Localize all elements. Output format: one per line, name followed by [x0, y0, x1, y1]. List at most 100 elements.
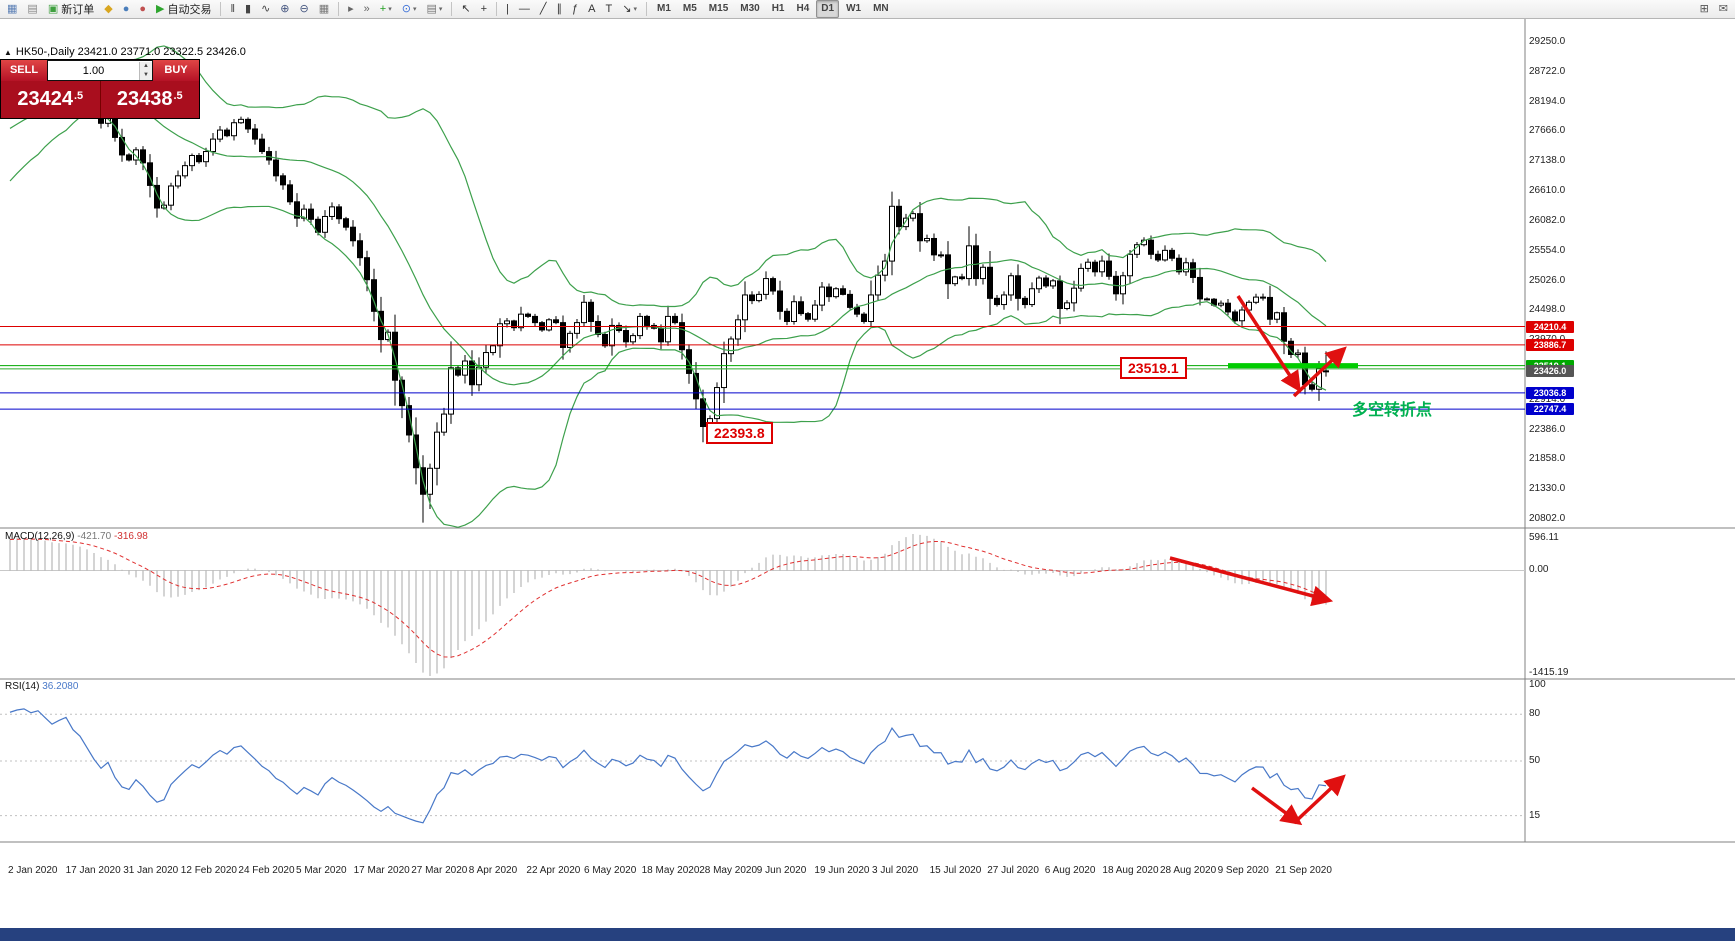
toolbar-separator — [338, 2, 340, 16]
toolbar-separator — [451, 2, 453, 16]
indicators-icon: + — [379, 2, 387, 15]
date-axis-label: 19 Jun 2020 — [814, 865, 870, 876]
cursor-icon: ↖ — [461, 2, 471, 15]
macd-signal-value: -316.98 — [113, 531, 148, 542]
market-button[interactable]: ● — [135, 0, 150, 19]
price-marker-24210.4: 24210.4 — [1526, 320, 1574, 333]
volume-down-icon[interactable]: ▼ — [140, 70, 152, 80]
new-order-button[interactable]: ▣ 新订单 — [44, 0, 98, 19]
price-axis-label: 27666.0 — [1529, 125, 1566, 137]
timeframe-mn[interactable]: MN — [873, 3, 889, 14]
market-icon: ● — [139, 2, 146, 15]
arrow-objects-icon: ↘ — [622, 2, 632, 15]
timeframe-d1[interactable]: D1 — [816, 0, 840, 18]
price-axis-label: 26082.0 — [1529, 214, 1566, 226]
rsi-trend-arrow-2[interactable] — [1292, 774, 1346, 825]
buy-button[interactable]: BUY — [153, 60, 199, 81]
date-axis-label: 31 Jan 2020 — [123, 865, 179, 876]
vertical-line-button[interactable]: | — [502, 0, 513, 19]
templates-button[interactable]: ▤ ▾ — [422, 0, 446, 19]
low-callout[interactable]: 22393.8 — [706, 422, 773, 444]
rsi-scale-label: 80 — [1529, 708, 1541, 720]
vertical-line-icon: | — [506, 2, 509, 15]
fibonacci-button[interactable]: ƒ — [568, 0, 582, 19]
chat-button[interactable]: ✉ — [1715, 0, 1732, 19]
autotrading-button[interactable]: ▶ 自动交易 — [152, 0, 215, 19]
dropdown-caret-icon: ▾ — [633, 6, 637, 13]
fibonacci-icon: ƒ — [572, 2, 579, 15]
zoom-in-button[interactable]: ⊕ — [276, 0, 293, 19]
line-chart-button[interactable]: ∿ — [257, 0, 274, 19]
bar-chart-button[interactable]: ‖ — [226, 0, 239, 19]
horizontal-line-icon: — — [518, 2, 530, 15]
date-axis-label: 24 Feb 2020 — [238, 865, 295, 876]
date-axis-label: 12 Feb 2020 — [180, 865, 237, 876]
main-trend-arrow-1[interactable] — [1236, 295, 1301, 393]
rsi-scale-label: 50 — [1529, 755, 1541, 766]
price-marker-23036.8: 23036.8 — [1526, 386, 1574, 399]
rsi-trend-arrow-1[interactable] — [1250, 786, 1303, 826]
community-button[interactable]: ● — [119, 0, 134, 19]
sell-price-main: 23424 — [17, 88, 73, 110]
chart-canvas[interactable] — [0, 19, 1735, 862]
main-trend-arrow-2[interactable] — [1292, 346, 1347, 398]
turning-point-label[interactable]: 多空转折点 — [1352, 402, 1433, 419]
rsi-scale-label: 100 — [1529, 679, 1546, 690]
date-axis-label: 18 May 2020 — [641, 865, 700, 876]
arrows-button[interactable]: ↘ ▾ — [618, 0, 641, 19]
volume-up-icon[interactable]: ▲ — [140, 61, 152, 71]
periods-icon: ⊙ — [401, 2, 411, 15]
sell-price[interactable]: 23424 .5 — [1, 81, 101, 118]
indicators-button[interactable]: + ▾ — [376, 0, 396, 19]
horizontal-line-button[interactable]: — — [515, 0, 534, 19]
macd-histogram — [9, 534, 1327, 676]
auto-scroll-button[interactable]: ▸ — [344, 0, 358, 19]
volume-input[interactable]: 1.00 ▲ ▼ — [48, 61, 152, 80]
macd-signal-line — [9, 538, 1327, 658]
timeframe-h4[interactable]: H4 — [796, 3, 810, 14]
channel-button[interactable]: ∥ — [553, 0, 567, 19]
candle-chart-button[interactable]: ▮ — [241, 0, 255, 19]
timeframe-h1[interactable]: H1 — [771, 3, 785, 14]
zoom-out-button[interactable]: ⊖ — [296, 0, 313, 19]
new-chart-button[interactable]: ▦ — [3, 0, 21, 19]
tile-windows-button[interactable]: ▦ — [315, 0, 333, 19]
new-order-icon: ▣ — [47, 2, 59, 15]
macd-scale-label: 596.11 — [1529, 532, 1559, 543]
timeframe-m30[interactable]: M30 — [740, 3, 760, 14]
volume-value[interactable]: 1.00 — [82, 64, 105, 77]
trendline-button[interactable]: ╱ — [536, 0, 551, 19]
sell-button[interactable]: SELL — [1, 60, 47, 81]
date-axis-label: 17 Mar 2020 — [353, 865, 410, 876]
periods-button[interactable]: ⊙ ▾ — [398, 0, 421, 19]
symbol-ohlc-text: HK50-,Daily 23421.0 23771.0 23322.5 2342… — [15, 46, 246, 58]
trade-panel-collapse-icon[interactable]: ▲ — [4, 47, 12, 57]
date-axis-label: 18 Aug 2020 — [1102, 865, 1159, 876]
timeframe-m1[interactable]: M1 — [656, 3, 671, 14]
autotrading-button-label: 自动交易 — [167, 4, 212, 16]
bar-chart-icon: ‖ — [230, 2, 236, 15]
macd-trend-arrow-1[interactable] — [1169, 556, 1334, 607]
chart-shift-button[interactable]: » — [360, 0, 374, 19]
crosshair-button[interactable]: + — [477, 0, 491, 19]
timeframe-m15[interactable]: M15 — [708, 3, 729, 14]
cursor-button[interactable]: ↖ — [457, 0, 474, 19]
profiles-button[interactable]: ▤ — [23, 0, 41, 19]
label-button[interactable]: T — [602, 0, 617, 19]
timeframe-w1[interactable]: W1 — [846, 3, 862, 14]
date-axis-label: 28 May 2020 — [699, 865, 758, 876]
buy-price[interactable]: 23438 .5 — [100, 81, 199, 118]
autotrading-icon: ▶ — [156, 2, 165, 15]
crosshair-icon: + — [480, 2, 488, 15]
timeframe-m5[interactable]: M5 — [682, 3, 697, 14]
metaeditor-button[interactable]: ◆ — [100, 0, 116, 19]
support-callout[interactable]: 23519.1 — [1120, 357, 1187, 379]
text-button[interactable]: A — [584, 0, 599, 19]
sell-price-frac: .5 — [73, 89, 84, 102]
price-axis-label: 28722.0 — [1529, 65, 1566, 77]
navigator-icon: ⊞ — [1699, 2, 1709, 15]
tile-windows-icon: ▦ — [318, 2, 330, 15]
chart-window[interactable]: ▲ HK50-,Daily 23421.0 23771.0 23322.5 23… — [0, 19, 1735, 876]
navigator-button[interactable]: ⊞ — [1696, 0, 1713, 19]
price-marker-22747.4: 22747.4 — [1526, 403, 1574, 416]
